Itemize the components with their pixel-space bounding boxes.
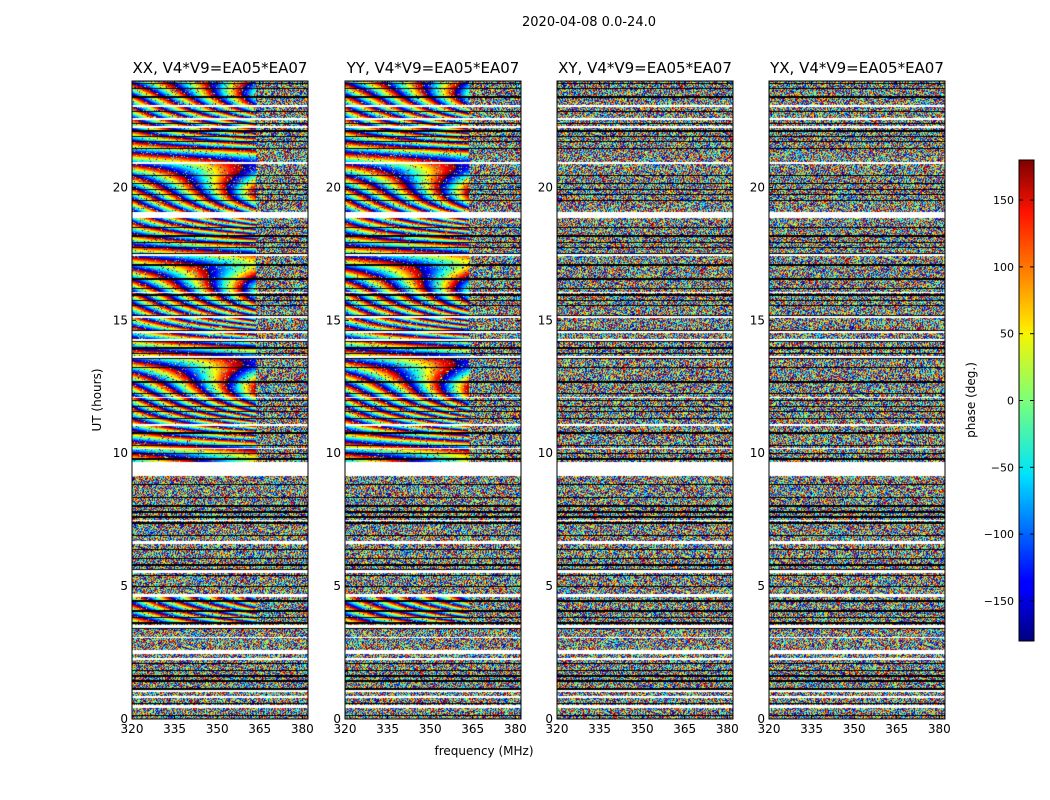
y-tick-label: 15 [538,313,553,327]
y-tick-label: 0 [120,712,128,726]
x-tick-label: 335 [163,722,186,736]
panel-yx: YX, V4*V9=EA05*EA07 320 335 350 365 380 0 5 10 15… [750,59,951,736]
panel-xx: XX, V4*V9=EA05*EA07 320 335 350 365 380 0 5 10 15… [113,59,314,736]
colorbar-tick-label: 50 [1000,328,1014,341]
x-tick-label: 320 [121,722,144,736]
y-tick-label: 5 [333,579,341,593]
y-tick-label: 20 [750,180,765,194]
axes-frame [556,80,734,720]
x-tick-label: 335 [376,722,399,736]
y-tick-label: 0 [333,712,341,726]
y-tick-label: 20 [113,180,128,194]
colorbar-ticks: −150 −100 −50 0 50 100 150 [984,194,1034,608]
x-tick-label: 365 [461,722,484,736]
axes-frame [768,80,946,720]
x-tick-label: 335 [588,722,611,736]
x-tick-label: 365 [673,722,696,736]
panel-yy: YY, V4*V9=EA05*EA07 320 335 350 365 380 0 5 10 15… [326,59,527,736]
y-tick-label: 5 [545,579,553,593]
x-tick-label: 350 [206,722,229,736]
y-tick-label: 0 [545,712,553,726]
y-tick-label: 15 [113,313,128,327]
colorbar: −150 −100 −50 0 50 100 150 phase (deg.) [964,159,1035,642]
x-tick-label: 320 [758,722,781,736]
y-tick-label: 10 [750,446,765,460]
y-tick-label: 15 [750,313,765,327]
y-tick-label: 20 [538,180,553,194]
colorbar-label: phase (deg.) [964,362,978,438]
heatmap-xx [132,81,308,719]
y-tick-label: 10 [326,446,341,460]
y-tick-label: 10 [538,446,553,460]
x-tick-label: 335 [800,722,823,736]
panel-title: YY, V4*V9=EA05*EA07 [346,59,520,77]
x-tick-label: 350 [631,722,654,736]
x-tick-label: 380 [291,722,314,736]
x-tick-label: 350 [419,722,442,736]
panel-title: XX, V4*V9=EA05*EA07 [133,59,308,77]
colorbar-tick-label: 0 [1007,395,1014,408]
axes-frame [131,80,309,720]
y-tick-label: 5 [120,579,128,593]
x-tick-label: 320 [334,722,357,736]
x-tick-label: 380 [504,722,527,736]
y-axis-label: UT (hours) [90,368,104,431]
axes-frame [344,80,522,720]
colorbar-tick-label: 100 [993,261,1014,274]
x-tick-label: 380 [928,722,951,736]
panel-title: YX, V4*V9=EA05*EA07 [769,59,944,77]
colorbar-tick-label: −100 [984,528,1014,541]
colorbar-tick-label: −150 [984,595,1014,608]
x-axis-label: frequency (MHz) [434,744,533,758]
x-tick-label: 380 [716,722,739,736]
x-tick-label: 365 [885,722,908,736]
heatmap-yy [345,81,521,719]
colorbar-tick-label: −50 [991,461,1014,474]
x-tick-label: 320 [546,722,569,736]
heatmap-yx [769,81,945,719]
figure-title: 2020-04-08 0.0-24.0 [522,15,656,30]
heatmap-xy [557,81,733,719]
y-tick-label: 10 [113,446,128,460]
y-tick-label: 15 [326,313,341,327]
panel-title: XY, V4*V9=EA05*EA07 [558,59,732,77]
y-tick-label: 5 [757,579,765,593]
y-tick-label: 0 [757,712,765,726]
x-tick-label: 365 [248,722,271,736]
y-tick-label: 20 [326,180,341,194]
panels: XX, V4*V9=EA05*EA07 320 335 350 365 380 0 5 10 15… [113,59,951,736]
colorbar-tick-label: 150 [993,194,1014,207]
panel-xy: XY, V4*V9=EA05*EA07 320 335 350 365 380 0 5 10 15… [538,59,739,736]
x-tick-label: 350 [843,722,866,736]
